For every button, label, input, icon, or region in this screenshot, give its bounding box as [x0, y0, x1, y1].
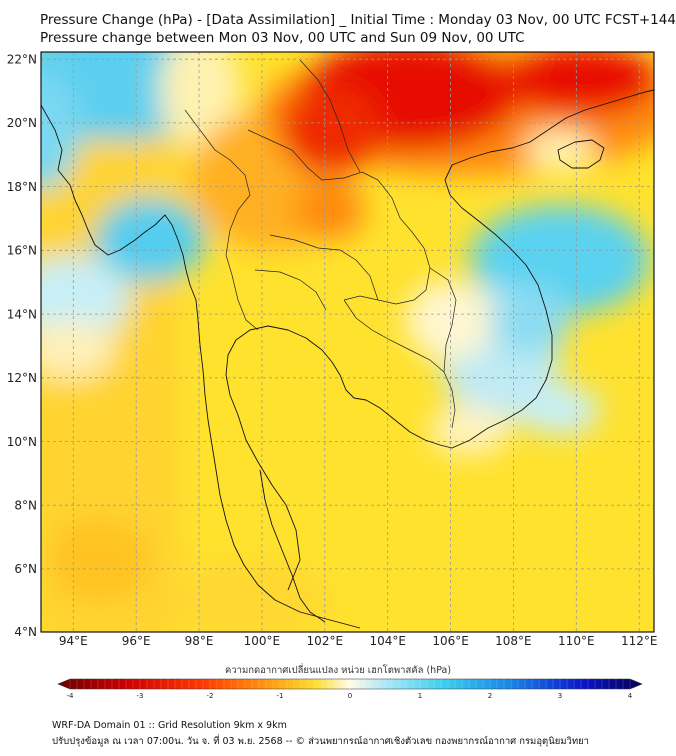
colorbar-tick-label: 3: [558, 692, 562, 700]
colorbar-tick-label: 1: [418, 692, 422, 700]
political-borders: [184, 59, 457, 429]
lon-tick-label: 94°E: [59, 634, 88, 648]
model-info: WRF-DA Domain 01 :: Grid Resolution 9km …: [52, 720, 287, 731]
lat-tick-label: 14°N: [7, 307, 37, 321]
lon-tick-label: 100°E: [244, 634, 281, 648]
lat-tick-label: 20°N: [7, 116, 37, 130]
lon-tick-label: 106°E: [432, 634, 469, 648]
colorbar-ticks: -4 -3 -2 -1 0 1 2 3 4: [67, 692, 633, 700]
lat-tick-label: 22°N: [7, 53, 37, 67]
map-title: Pressure Change (hPa) - [Data Assimilati…: [40, 12, 676, 28]
map-subtitle: Pressure change between Mon 03 Nov, 00 U…: [40, 30, 525, 46]
colorbar-tick-label: -4: [67, 692, 75, 700]
lat-tick-label: 8°N: [14, 499, 37, 513]
lon-tick-label: 104°E: [369, 634, 406, 648]
graticule: [41, 52, 654, 632]
lon-tick-label: 98°E: [185, 634, 214, 648]
pressure-field: [41, 52, 654, 632]
latitude-ticks: 22°N 20°N 18°N 16°N 14°N 12°N 10°N 8°N 6…: [7, 53, 37, 640]
colorbar-label: ความกดอากาศเปลี่ยนแปลง หน่วย เฮกโตพาสคัล…: [224, 665, 452, 676]
lon-tick-label: 96°E: [122, 634, 151, 648]
lat-tick-label: 4°N: [14, 625, 37, 639]
colorbar-tick-label: -1: [277, 692, 284, 700]
colorbar: [57, 678, 643, 690]
lat-tick-label: 16°N: [7, 244, 37, 258]
lat-tick-label: 12°N: [7, 371, 37, 385]
longitude-ticks: 94°E 96°E 98°E 100°E 102°E 104°E 106°E 1…: [59, 634, 658, 648]
colorbar-tick-label: 2: [488, 692, 492, 700]
lat-tick-label: 6°N: [14, 562, 37, 576]
lat-tick-label: 10°N: [7, 435, 37, 449]
lon-tick-label: 102°E: [307, 634, 344, 648]
map-frame: [40, 51, 655, 633]
colorbar-segments: [69, 679, 631, 689]
lon-tick-label: 108°E: [495, 634, 532, 648]
colorbar-tick-label: 4: [628, 692, 633, 700]
colorbar-tick-label: -3: [137, 692, 144, 700]
lon-tick-label: 110°E: [558, 634, 595, 648]
colorbar-tick-label: 0: [348, 692, 352, 700]
colorbar-tick-label: -2: [207, 692, 214, 700]
lon-tick-label: 112°E: [621, 634, 658, 648]
lat-tick-label: 18°N: [7, 180, 37, 194]
coastlines: [41, 89, 654, 629]
update-credit: ปรับปรุงข้อมูล ณ เวลา 07:00น. วัน จ. ที่…: [52, 736, 590, 747]
